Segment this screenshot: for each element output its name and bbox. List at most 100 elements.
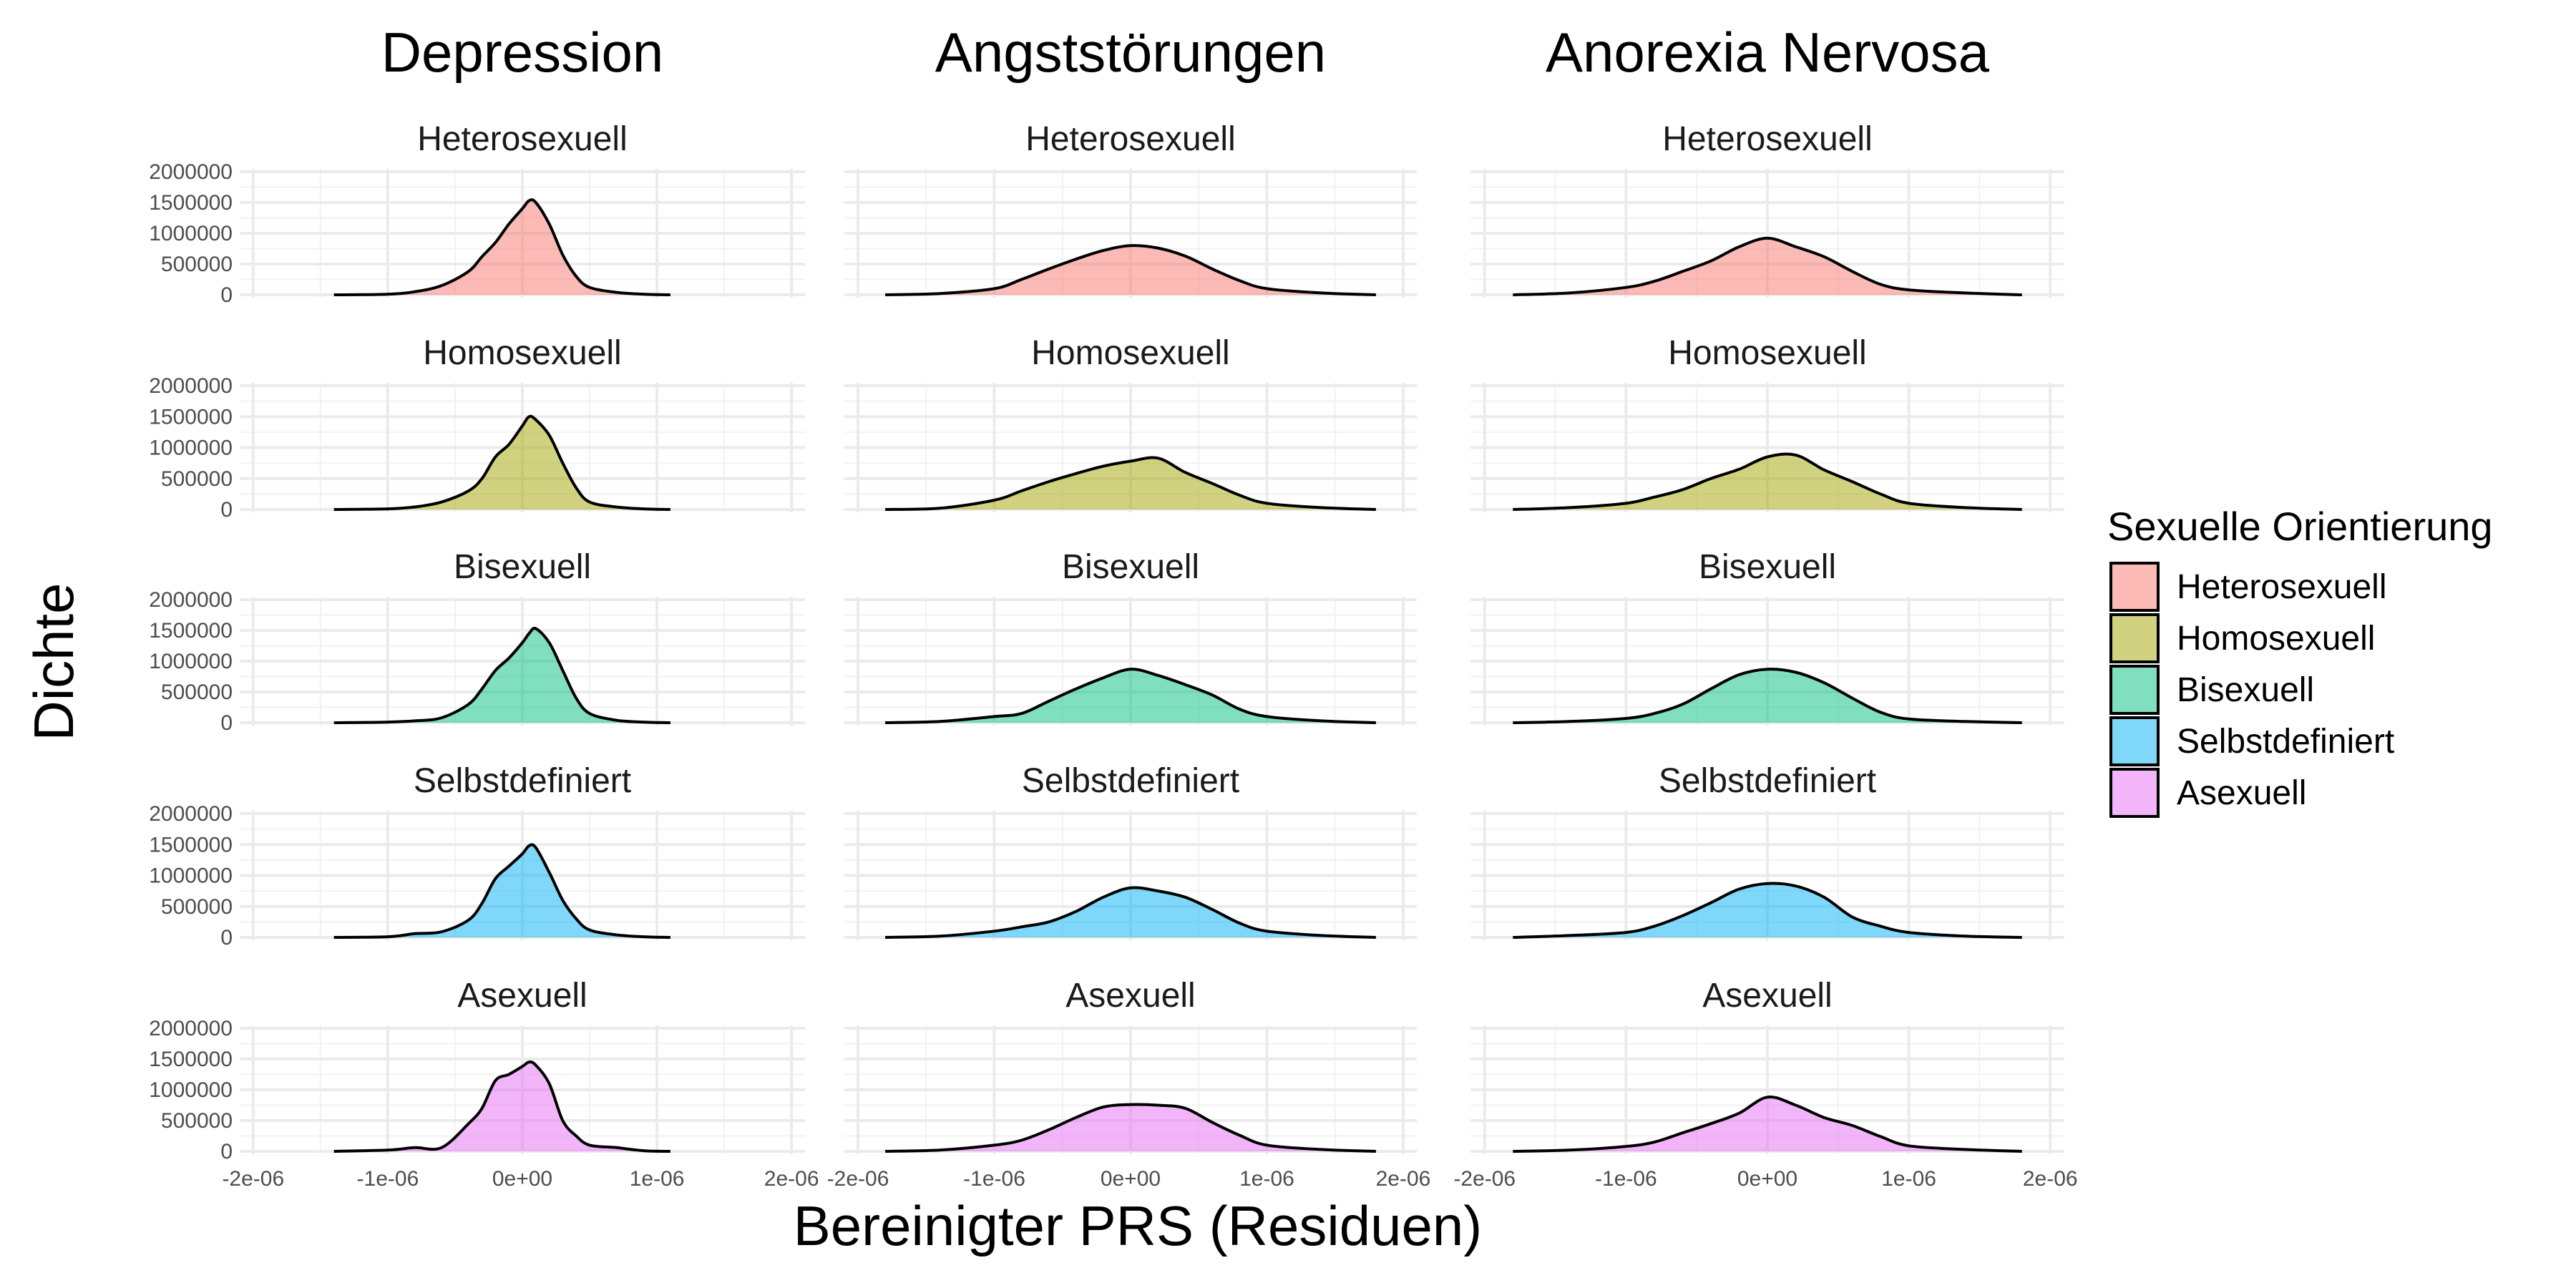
panel-title-depression-homosexuell: Homosexuell [423, 334, 621, 372]
density-line-angststoerungen-homosexuell [885, 456, 1376, 511]
density-area-anorexia-nervosa-selbstdefiniert [1513, 883, 2022, 937]
legend-key-homosexuell [2109, 613, 2160, 663]
density-line-anorexia-nervosa-asexuell [1513, 1096, 2022, 1153]
panel-title-angststoerungen-homosexuell: Homosexuell [1031, 334, 1229, 372]
x-tick-label: 0e+00 [1101, 1167, 1161, 1191]
legend-title: Sexuelle Orientierung [2107, 504, 2493, 549]
x-tick-label: -1e-06 [357, 1167, 419, 1191]
y-tick-label: 1500000 [149, 191, 233, 215]
panel-title-anorexia-nervosa-bisexuell: Bisexuell [1699, 548, 1836, 586]
y-tick-label: 2000000 [149, 160, 233, 184]
density-line-anorexia-nervosa-heterosexuell [1513, 236, 2022, 296]
panel-title-depression-bisexuell: Bisexuell [454, 548, 591, 586]
density-line-angststoerungen-asexuell [885, 1103, 1376, 1153]
density-area-depression-asexuell [333, 1062, 670, 1151]
x-tick-label: 0e+00 [1737, 1167, 1797, 1191]
panel-title-angststoerungen-bisexuell: Bisexuell [1062, 548, 1199, 586]
density-area-depression-selbstdefiniert [333, 844, 670, 937]
legend-key-asexuell [2109, 768, 2160, 818]
density-area-anorexia-nervosa-asexuell [1513, 1097, 2022, 1151]
y-tick-label: 1000000 [149, 222, 233, 245]
y-tick-label: 1500000 [149, 405, 233, 429]
column-title-depression: Depression [381, 21, 664, 84]
panel-title-anorexia-nervosa-asexuell: Asexuell [1702, 977, 1832, 1015]
density-line-anorexia-nervosa-bisexuell [1513, 668, 2022, 724]
legend-key-selbstdefiniert [2109, 716, 2160, 766]
density-area-depression-homosexuell [333, 416, 670, 509]
y-tick-label: 1000000 [149, 1078, 233, 1102]
y-tick-label: 500000 [161, 1109, 233, 1133]
y-tick-label: 0 [220, 498, 233, 522]
x-tick-label: -1e-06 [963, 1167, 1025, 1191]
x-tick-label: 1e-06 [1881, 1167, 1936, 1191]
density-line-depression-bisexuell [333, 626, 670, 724]
density-line-depression-selbstdefiniert [333, 843, 670, 939]
density-area-angststoerungen-heterosexuell [885, 245, 1376, 295]
panel-title-depression-heterosexuell: Heterosexuell [417, 120, 627, 158]
y-tick-label: 0 [220, 711, 233, 735]
x-axis-title: Bereinigter PRS (Residuen) [794, 1194, 1482, 1257]
x-tick-label: -1e-06 [1595, 1167, 1657, 1191]
y-tick-label: 500000 [161, 467, 233, 491]
panel-title-anorexia-nervosa-homosexuell: Homosexuell [1668, 334, 1866, 372]
x-tick-label: 2e-06 [2023, 1167, 2078, 1191]
y-tick-label: 0 [220, 926, 233, 950]
legend-label-asexuell: Asexuell [2177, 774, 2306, 812]
panel-title-anorexia-nervosa-heterosexuell: Heterosexuell [1662, 120, 1872, 158]
legend: Sexuelle Orientierung Heterosexuell Homose… [2107, 504, 2493, 818]
density-area-depression-bisexuell [333, 628, 670, 723]
y-tick-label: 1500000 [149, 1048, 233, 1071]
legend-key-heterosexuell [2109, 562, 2160, 612]
density-area-angststoerungen-selbstdefiniert [885, 887, 1376, 937]
x-tick-label: 1e-06 [1239, 1167, 1294, 1191]
column-title-angststoerungen: Angststörungen [935, 21, 1326, 84]
legend-label-homosexuell: Homosexuell [2177, 620, 2375, 658]
x-tick-label: 1e-06 [630, 1167, 685, 1191]
y-tick-label: 2000000 [149, 374, 233, 398]
x-tick-label: -2e-06 [827, 1167, 889, 1191]
density-line-angststoerungen-selbstdefiniert [885, 886, 1376, 939]
x-tick-label: -2e-06 [1453, 1167, 1516, 1191]
panel-title-anorexia-nervosa-selbstdefiniert: Selbstdefiniert [1659, 762, 1876, 800]
y-tick-label: 1500000 [149, 619, 233, 643]
density-line-anorexia-nervosa-selbstdefiniert [1513, 882, 2022, 939]
y-axis-title: Dichte [22, 582, 85, 741]
density-line-angststoerungen-heterosexuell [885, 244, 1376, 296]
legend-key-bisexuell [2109, 665, 2160, 715]
density-area-depression-heterosexuell [333, 200, 670, 295]
text-layer: Heterosexuell 0 500000 1000000 1500000 200000… [22, 21, 2078, 1257]
y-tick-label: 500000 [161, 680, 233, 704]
y-tick-label: 500000 [161, 895, 233, 919]
panel-title-angststoerungen-heterosexuell: Heterosexuell [1025, 120, 1235, 158]
legend-label-selbstdefiniert: Selbstdefiniert [2177, 723, 2394, 761]
y-tick-label: 1000000 [149, 864, 233, 888]
density-line-depression-heterosexuell [333, 198, 670, 296]
density-line-depression-homosexuell [333, 414, 670, 511]
column-title-anorexia-nervosa: Anorexia Nervosa [1546, 21, 1990, 84]
y-tick-label: 2000000 [149, 802, 233, 826]
density-area-anorexia-nervosa-bisexuell [1513, 669, 2022, 723]
x-tick-label: 2e-06 [764, 1167, 819, 1191]
y-tick-label: 0 [220, 283, 233, 307]
y-tick-label: 1000000 [149, 436, 233, 460]
y-tick-label: 1000000 [149, 650, 233, 673]
panel-title-angststoerungen-asexuell: Asexuell [1065, 977, 1195, 1015]
x-tick-label: 2e-06 [1376, 1167, 1431, 1191]
density-area-angststoerungen-bisexuell [885, 669, 1376, 723]
density-line-anorexia-nervosa-homosexuell [1513, 452, 2022, 511]
legend-label-bisexuell: Bisexuell [2177, 671, 2314, 709]
y-tick-label: 0 [220, 1140, 233, 1163]
panel-title-angststoerungen-selbstdefiniert: Selbstdefiniert [1022, 762, 1239, 800]
density-line-angststoerungen-bisexuell [885, 668, 1376, 724]
density-area-anorexia-nervosa-homosexuell [1513, 454, 2022, 509]
y-tick-label: 1500000 [149, 833, 233, 857]
density-area-anorexia-nervosa-heterosexuell [1513, 238, 2022, 295]
legend-label-heterosexuell: Heterosexuell [2177, 568, 2386, 606]
y-tick-label: 2000000 [149, 588, 233, 612]
data-layer [333, 198, 2022, 1153]
density-area-angststoerungen-asexuell [885, 1104, 1376, 1151]
panel-title-depression-selbstdefiniert: Selbstdefiniert [414, 762, 631, 800]
y-tick-label: 500000 [161, 253, 233, 276]
x-tick-label: -2e-06 [222, 1167, 284, 1191]
